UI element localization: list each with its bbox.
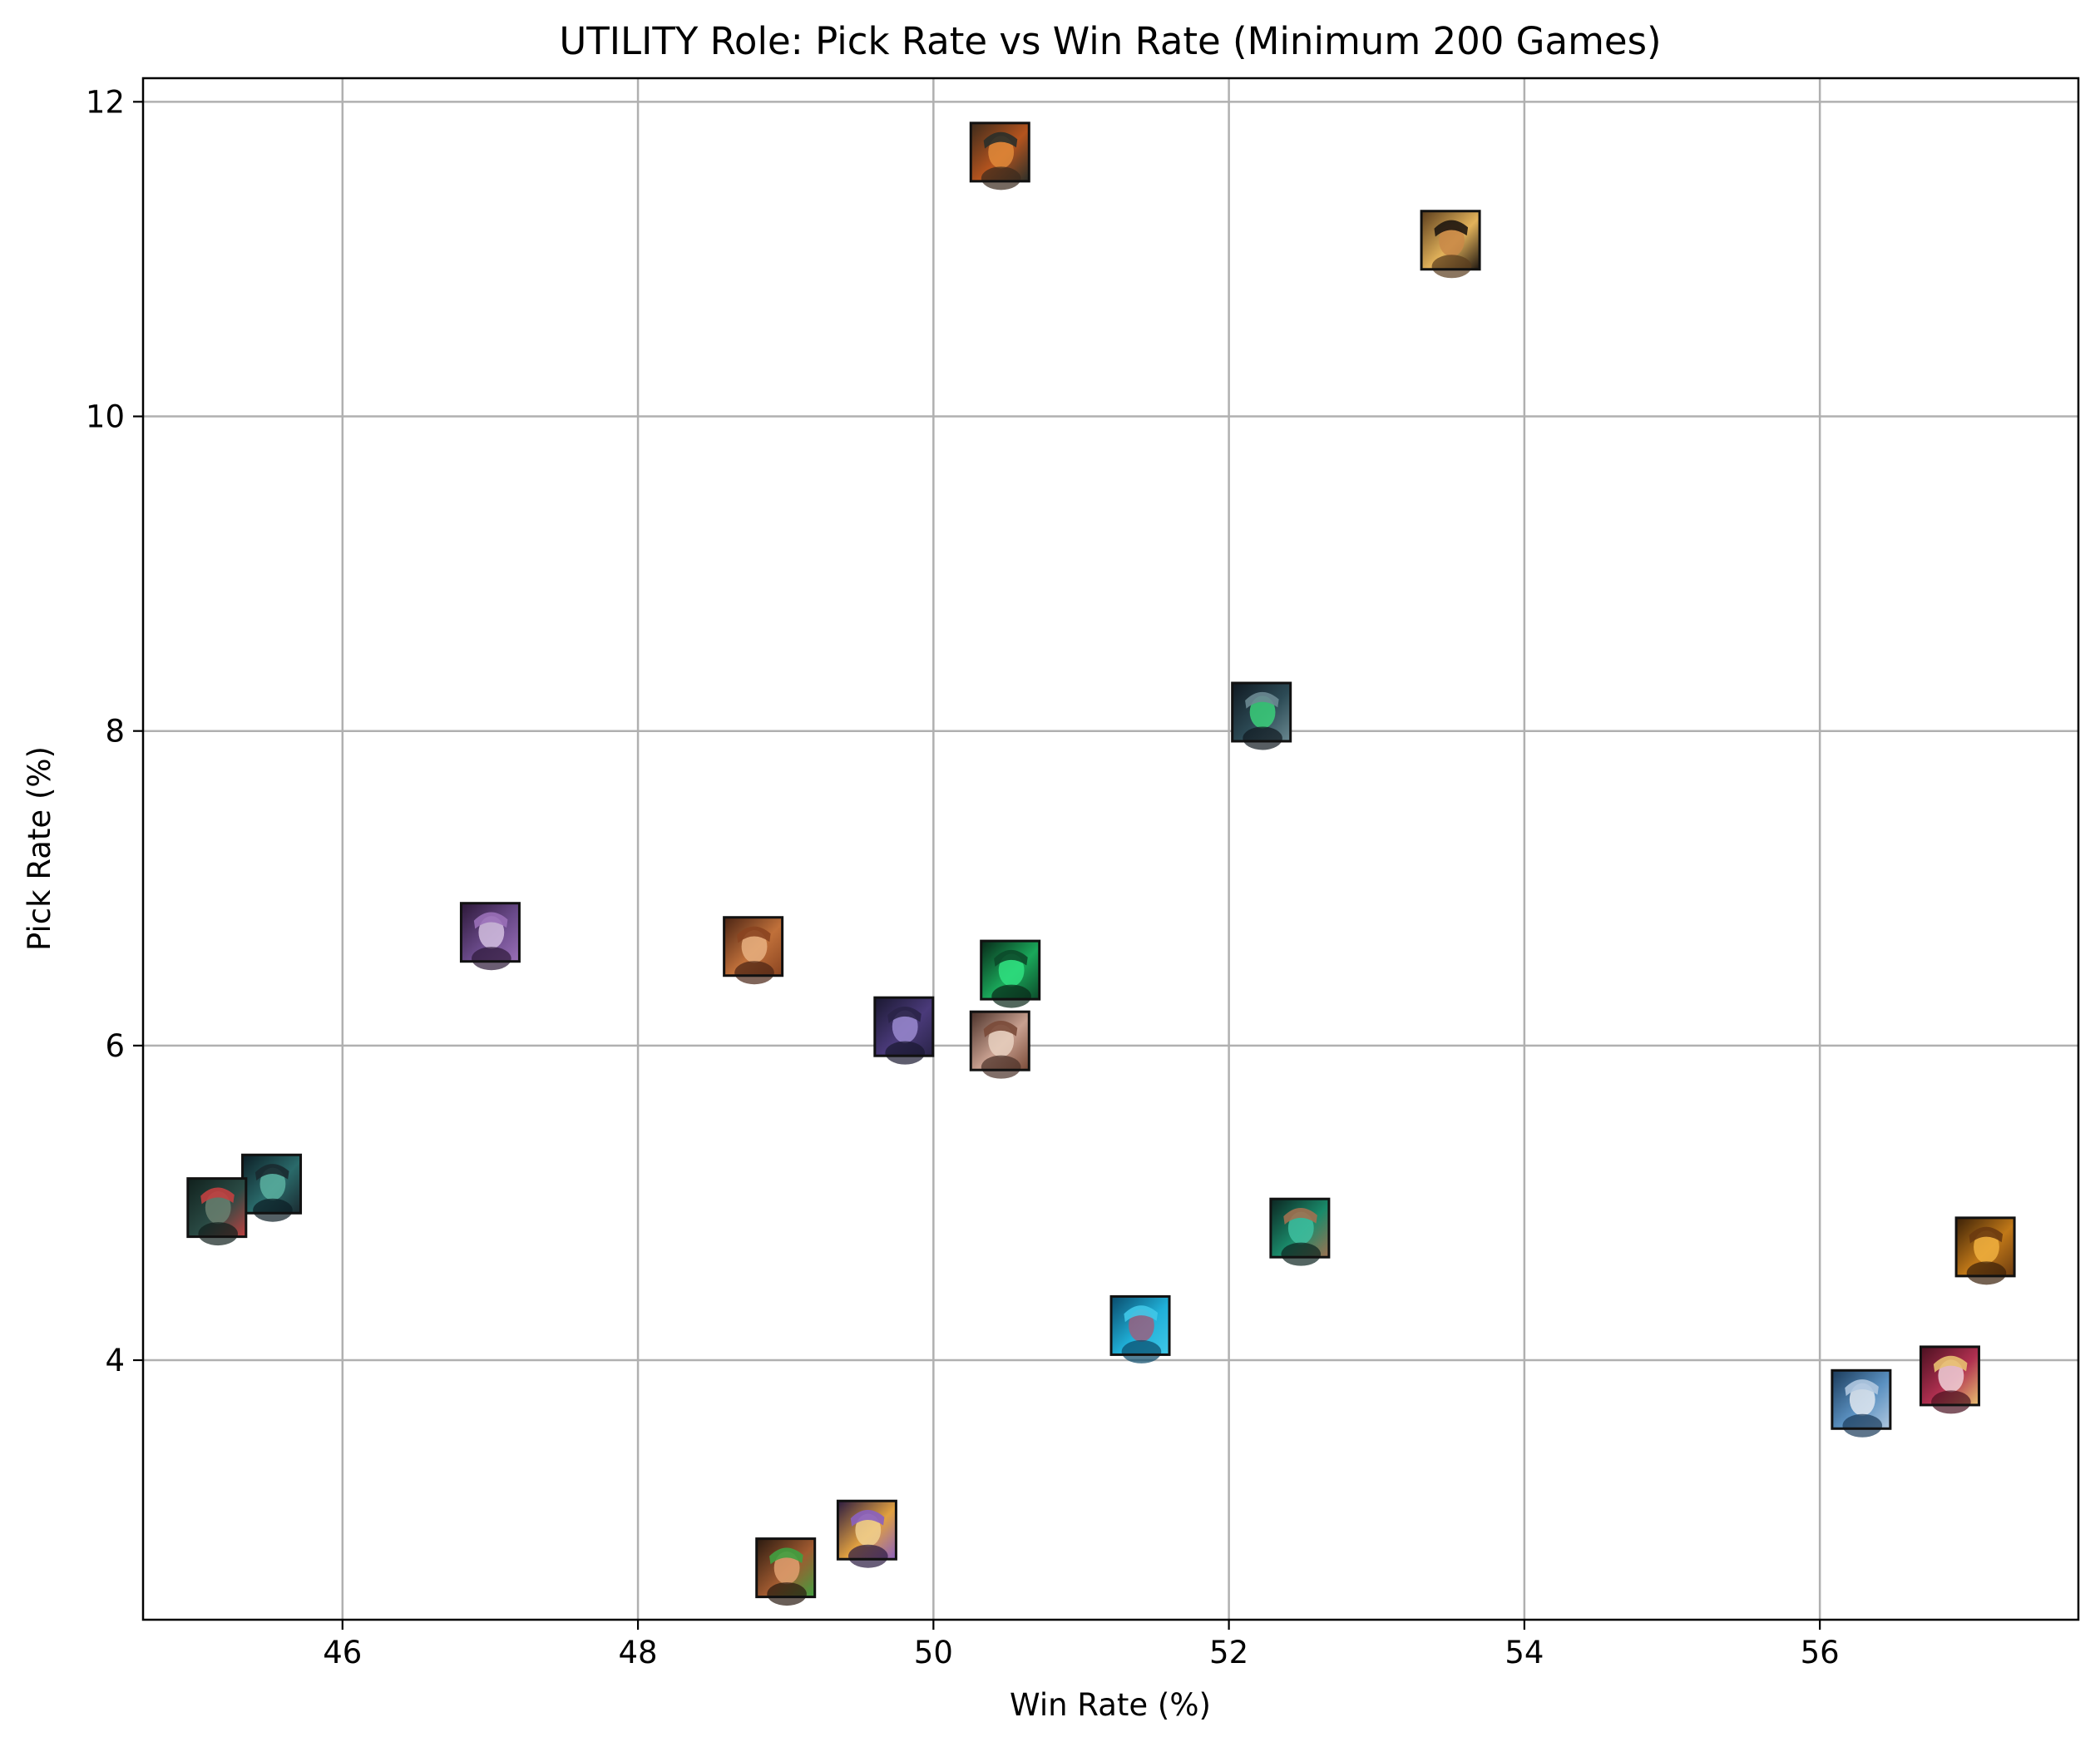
y-tick-label: 6 [105,1028,125,1064]
champion-portrait-icon [1954,1216,2016,1285]
x-tick-label: 52 [1209,1635,1248,1670]
y-axis-ticks: 4 6 8 10 12 [86,84,143,1378]
y-tick-label: 8 [105,714,125,750]
plot-area-frame [141,77,2080,1621]
x-tick-label: 54 [1505,1635,1544,1670]
champion-portrait-icon [1420,210,1481,279]
champion-portrait-icon [969,1010,1030,1079]
champion-portrait-icon [980,939,1041,1008]
champion-portrait-icon [723,916,784,985]
y-tick-label: 12 [86,84,125,120]
x-tick-label: 56 [1801,1635,1840,1670]
x-axis-label: Win Rate (%) [1010,1687,1211,1723]
champion-portrait-icon [1231,681,1292,750]
x-tick-label: 50 [914,1635,953,1670]
champion-portrait-icon [1919,1345,1980,1414]
champion-portrait-icon [873,996,935,1065]
champion-portrait-icon [1109,1294,1171,1363]
champion-portrait-icon [241,1153,303,1222]
champion-portrait-icon [1831,1368,1892,1438]
x-tick-label: 48 [619,1635,658,1670]
champion-portrait-icon [969,121,1030,191]
x-tick-label: 46 [323,1635,362,1670]
y-axis-label: Pick Rate (%) [22,746,57,951]
grid-lines [143,78,2078,1620]
x-axis-ticks: 46 48 50 52 54 56 [323,1620,1840,1670]
chart-title: UTILITY Role: Pick Rate vs Win Rate (Min… [559,19,1661,63]
y-tick-label: 10 [86,399,125,435]
champion-portrait-icon [186,1177,248,1246]
champion-portrait-icon [755,1537,817,1606]
data-points [186,121,2016,1606]
champion-portrait-icon [1269,1197,1331,1266]
y-tick-label: 4 [105,1343,125,1378]
champion-portrait-icon [459,902,521,971]
champion-portrait-icon [836,1499,897,1568]
